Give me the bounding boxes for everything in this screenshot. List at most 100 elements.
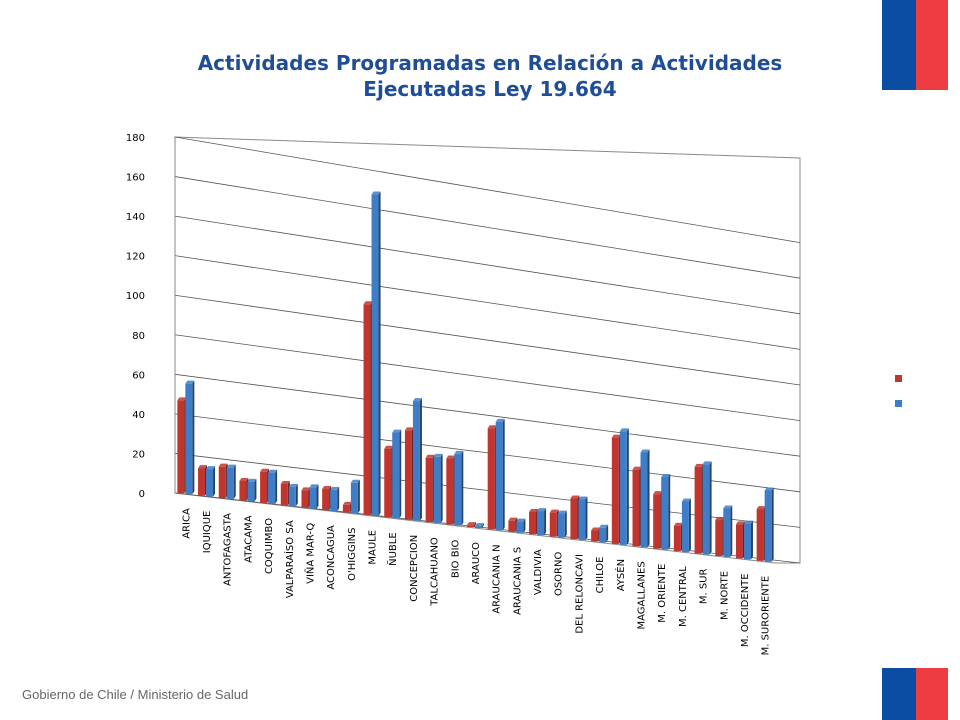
bar-side	[316, 484, 319, 509]
x-tick-label: AYSÉN	[614, 559, 627, 591]
x-tick-label: IQUIQUE	[202, 511, 213, 554]
bar-side	[771, 487, 774, 562]
bar-series-1	[549, 512, 557, 537]
bar-series-1	[425, 457, 433, 523]
bar-series-2	[723, 508, 731, 557]
bar-top	[549, 509, 559, 513]
bar-series-1	[404, 430, 412, 520]
bar-side	[337, 486, 340, 512]
bar-side	[688, 498, 691, 553]
bar-series-2	[392, 432, 400, 519]
bar-top	[363, 301, 373, 305]
y-tick-label: 80	[132, 331, 145, 342]
bar-side	[750, 520, 753, 560]
bar-series-1	[198, 468, 206, 496]
bar-side	[626, 428, 629, 545]
flag-blue-stripe	[882, 668, 916, 720]
chart-title-line1: Actividades Programadas en Relación a Ac…	[197, 51, 783, 75]
x-tick-label: ANTOFAGASTA	[223, 513, 234, 586]
bar-top	[322, 485, 332, 489]
bar-series-2	[309, 487, 317, 509]
bar-series-2	[743, 523, 751, 560]
x-tick-label: ARAUCO	[471, 542, 482, 585]
bar-top	[330, 486, 340, 490]
bar-series-2	[516, 521, 524, 533]
chile-flag-top	[882, 0, 948, 90]
bar-series-1	[632, 469, 640, 547]
bar-series-2	[185, 383, 193, 495]
bar-series-1	[301, 490, 309, 508]
y-tick-label: 180	[126, 133, 145, 144]
bar-series-1	[363, 304, 371, 515]
bar-top	[198, 465, 208, 469]
flag-red-stripe	[916, 0, 948, 90]
legend-swatch-series-2	[895, 400, 902, 407]
bar-side	[647, 449, 650, 548]
bar-series-2	[557, 513, 565, 538]
bar-side	[419, 398, 422, 521]
x-tick-label: MAGALLANES	[637, 561, 648, 629]
chart-title: Actividades Programadas en Relación a Ac…	[120, 50, 860, 102]
x-tick-label: M. SURORIENTE	[761, 576, 772, 656]
bar-top	[260, 468, 270, 472]
bar-top	[433, 453, 443, 457]
bar-top	[475, 523, 484, 527]
bar-top	[280, 480, 290, 484]
bar-series-2	[475, 526, 482, 528]
bar-top	[735, 521, 745, 525]
gridline	[174, 373, 801, 457]
bar-side	[461, 450, 464, 526]
bar-top	[185, 380, 195, 384]
x-tick-label: ACONCAGUA	[326, 525, 337, 590]
bar-top	[537, 508, 547, 512]
bar-top	[611, 434, 621, 438]
bar-side	[357, 479, 360, 514]
legend	[895, 375, 902, 425]
bar-top	[384, 445, 394, 449]
y-tick-label: 40	[132, 410, 145, 421]
bar-series-1	[611, 437, 619, 544]
bar-side	[482, 523, 484, 528]
bar-top	[632, 466, 642, 470]
bar-series-2	[247, 481, 255, 502]
bar-top	[309, 484, 319, 488]
bar-series-2	[226, 467, 234, 500]
y-tick-label: 160	[126, 173, 145, 184]
bar-series-2	[268, 472, 276, 504]
bar-top	[619, 428, 629, 432]
bar-series-1	[322, 488, 330, 511]
bar-series-2	[681, 501, 689, 553]
bar-top	[177, 397, 187, 401]
gridline	[174, 215, 801, 315]
bar-series-1	[570, 498, 578, 540]
bar-side	[275, 469, 278, 504]
x-tick-label: ARICA	[181, 508, 192, 539]
x-tick-label: COQUIMBO	[264, 518, 275, 574]
bar-side	[564, 510, 567, 538]
y-tick-label: 60	[132, 370, 145, 381]
bar-top	[694, 463, 704, 467]
bar-top	[764, 487, 774, 491]
bar-series-1	[487, 428, 495, 530]
bar-series-2	[702, 464, 710, 555]
bar-series-1	[694, 466, 702, 554]
bar-series-1	[384, 448, 392, 518]
bar-top	[301, 487, 311, 491]
x-tick-label: ATACAMA	[243, 515, 254, 563]
bar-top	[268, 469, 278, 473]
bar-side	[213, 466, 216, 497]
bar-top	[371, 191, 381, 195]
bar-series-1	[591, 530, 599, 542]
bar-top	[723, 505, 733, 509]
bar-top	[412, 398, 422, 402]
bar-top	[495, 418, 505, 422]
y-tick-label: 140	[126, 212, 145, 223]
x-tick-label: TALCAHUANO	[430, 537, 441, 607]
bar-side	[709, 461, 712, 555]
bar-series-1	[218, 466, 226, 499]
x-tick-label: MAULE	[368, 530, 379, 565]
bar-top	[392, 429, 402, 433]
bar-top	[206, 466, 216, 470]
x-tick-label: M. ORIENTE	[657, 564, 668, 623]
bar-series-2	[350, 482, 358, 514]
